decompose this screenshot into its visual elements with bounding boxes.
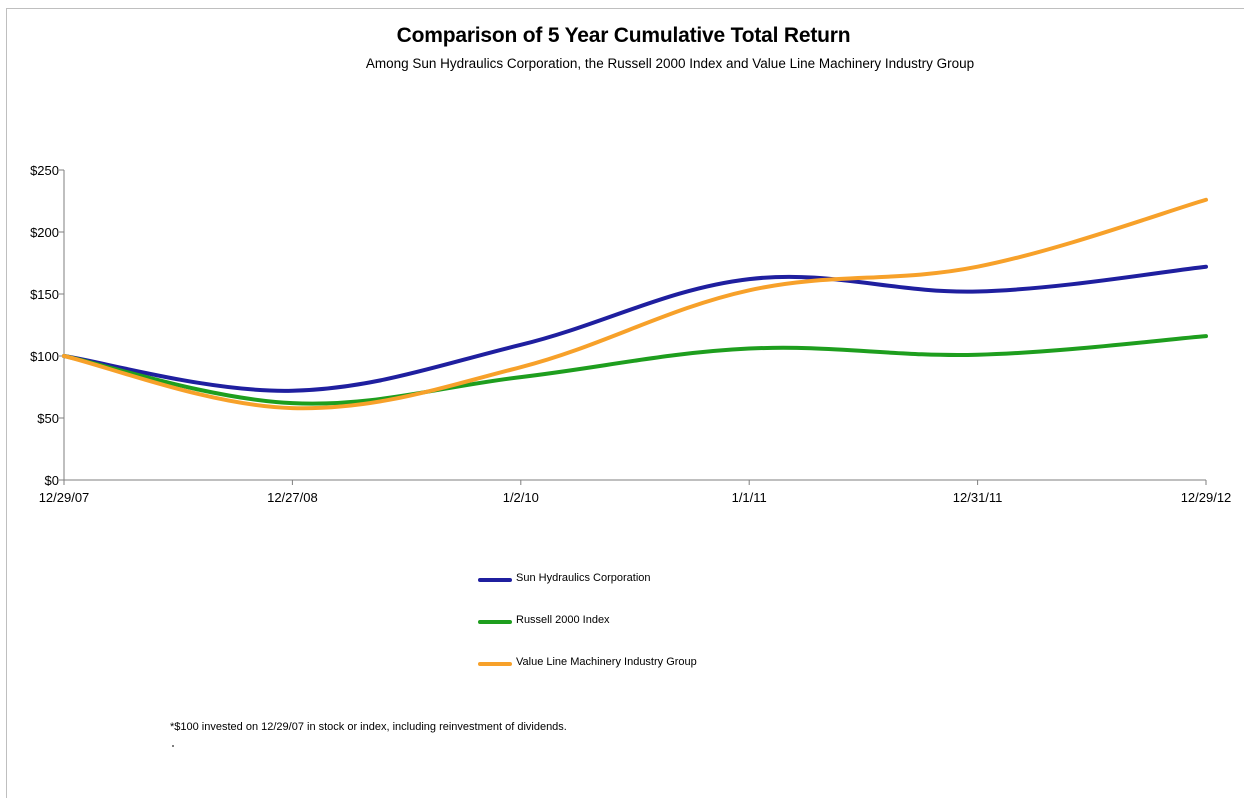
y-tick-label: $100 xyxy=(30,349,59,364)
x-tick-label: 1/1/11 xyxy=(732,490,767,505)
footnote-mark xyxy=(172,745,174,747)
x-tick-label: 12/29/12 xyxy=(1181,490,1232,505)
legend-swatch xyxy=(478,662,512,666)
chart-footnote: *$100 invested on 12/29/07 in stock or i… xyxy=(170,721,567,733)
y-tick-labels: $0 $50 $100 $150 $200 $250 xyxy=(30,163,59,488)
x-tick-label: 12/27/08 xyxy=(267,490,318,505)
legend-label: Value Line Machinery Industry Group xyxy=(516,656,697,668)
x-tick-label: 1/2/10 xyxy=(503,490,539,505)
legend-item: Russell 2000 Index xyxy=(478,612,798,632)
legend-label: Russell 2000 Index xyxy=(516,614,610,626)
series-line-sun-hydraulics-corporation xyxy=(62,264,1208,393)
legend-label: Sun Hydraulics Corporation xyxy=(516,572,651,584)
legend-swatch xyxy=(478,578,512,582)
chart-axes xyxy=(59,169,1207,485)
chart-title: Comparison of 5 Year Cumulative Total Re… xyxy=(396,24,851,47)
series-line-value-line-machinery-industry-group xyxy=(62,197,1208,411)
legend-swatch xyxy=(478,620,512,624)
x-tick-labels: 12/29/07 12/27/08 1/2/10 1/1/11 12/31/11 12/2… xyxy=(39,490,1232,505)
x-tick-label: 12/31/11 xyxy=(953,490,1003,505)
legend-item: Sun Hydraulics Corporation xyxy=(478,570,798,590)
chart-frame xyxy=(6,8,1244,798)
series-line-russell-2000-index xyxy=(62,334,1208,406)
y-tick-label: $200 xyxy=(30,225,59,240)
legend-item: Value Line Machinery Industry Group xyxy=(478,654,798,674)
y-tick-label: $50 xyxy=(37,411,59,426)
chart-subtitle: Among Sun Hydraulics Corporation, the Ru… xyxy=(365,56,975,71)
series-lines xyxy=(62,197,1208,411)
y-tick-label: $0 xyxy=(45,473,59,488)
x-tick-label: 12/29/07 xyxy=(39,490,90,505)
y-tick-label: $250 xyxy=(30,163,59,178)
y-tick-label: $150 xyxy=(30,287,59,302)
